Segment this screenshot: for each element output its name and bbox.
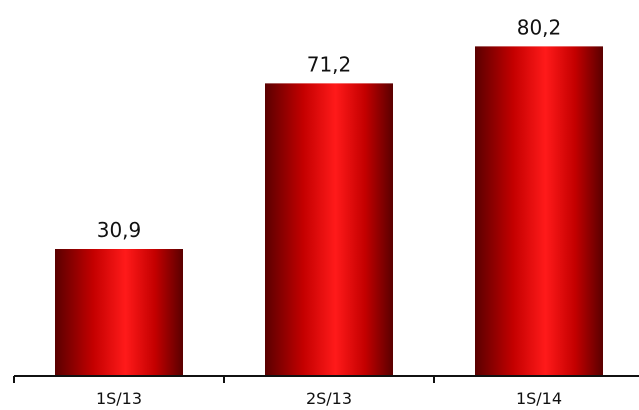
- data-labels-layer: 30,9 71,2 80,2: [97, 15, 562, 242]
- data-label-1s-13: 30,9: [97, 218, 142, 242]
- bar-1s-13: [55, 249, 183, 376]
- data-label-2s-13: 71,2: [307, 52, 352, 76]
- x-axis-ticks: [13, 376, 435, 383]
- tick-label-1s-13: 1S/13: [96, 389, 142, 408]
- bar-2s-13: [265, 83, 393, 377]
- bars-layer: [55, 46, 603, 377]
- data-label-1s-14: 80,2: [517, 15, 562, 39]
- tick-label-1s-14: 1S/14: [516, 389, 562, 408]
- x-axis-tick-labels: 1S/13 2S/13 1S/14: [96, 389, 562, 408]
- bar-1s-14: [475, 46, 603, 377]
- tick-label-2s-13: 2S/13: [306, 389, 352, 408]
